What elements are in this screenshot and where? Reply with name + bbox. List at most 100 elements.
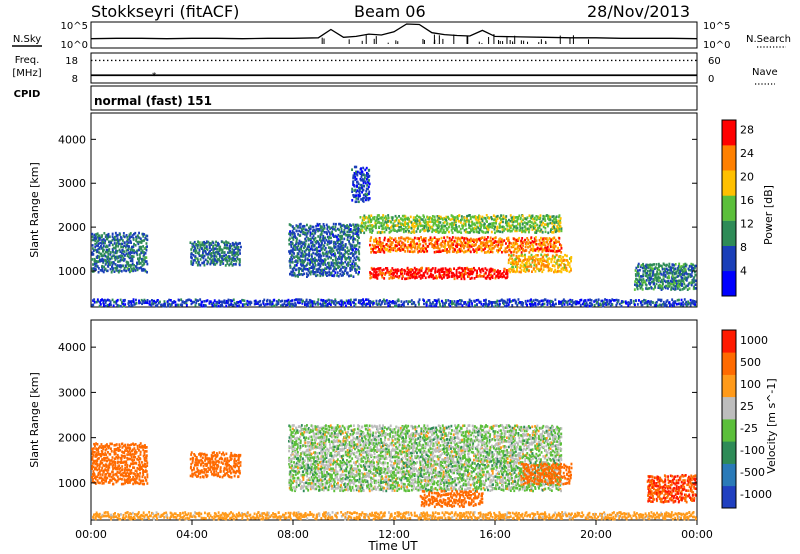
scatter-cell bbox=[658, 264, 661, 268]
scatter-cell bbox=[450, 238, 453, 241]
scatter-cell bbox=[567, 299, 570, 303]
scatter-cell bbox=[328, 267, 331, 271]
scatter-cell bbox=[464, 301, 467, 304]
scatter-cell bbox=[392, 222, 395, 226]
scatter-cell bbox=[565, 267, 568, 270]
scatter-cell bbox=[93, 236, 96, 239]
scatter-cell bbox=[659, 264, 662, 267]
scatter-cell bbox=[414, 276, 416, 280]
scatter-cell bbox=[524, 228, 527, 231]
scatter-cell bbox=[529, 245, 532, 248]
scatter-cell bbox=[104, 444, 107, 447]
scatter-cell bbox=[296, 248, 299, 251]
scatter-cell bbox=[360, 184, 363, 187]
scatter-cell bbox=[144, 299, 147, 303]
scatter-cell bbox=[294, 274, 297, 278]
scatter-cell bbox=[461, 273, 464, 276]
scatter-cell bbox=[323, 227, 326, 230]
scatter-cell bbox=[409, 300, 411, 303]
scatter-cell bbox=[342, 271, 345, 275]
scatter-cell bbox=[353, 264, 356, 267]
scatter-cell bbox=[407, 222, 410, 225]
scatter-cell bbox=[266, 298, 269, 302]
scatter-cell bbox=[461, 304, 464, 307]
scatter-cell bbox=[231, 258, 234, 262]
scatter-cell bbox=[493, 218, 495, 221]
scatter-cell bbox=[467, 242, 469, 246]
scatter-cell bbox=[289, 249, 292, 253]
scatter-cell bbox=[537, 258, 539, 262]
scatter-cell bbox=[333, 235, 336, 238]
scatter-cell bbox=[91, 455, 94, 459]
scatter-cell bbox=[166, 300, 169, 303]
scatter-cell bbox=[315, 224, 318, 228]
scatter-cell bbox=[360, 178, 363, 182]
scatter-cell bbox=[581, 302, 584, 306]
scatter-cell bbox=[464, 224, 467, 227]
scatter-cell bbox=[116, 264, 119, 267]
scatter-cell bbox=[418, 239, 421, 243]
scatter-cell bbox=[503, 249, 506, 253]
scatter-cell bbox=[388, 277, 391, 280]
scatter-cell bbox=[211, 303, 214, 307]
scatter-cell bbox=[185, 299, 188, 303]
scatter-cell bbox=[424, 269, 427, 273]
scatter-cell bbox=[459, 299, 462, 302]
scatter-cell bbox=[364, 221, 367, 224]
scatter-cell bbox=[530, 225, 533, 228]
scatter-cell bbox=[324, 246, 327, 250]
scatter-cell bbox=[538, 262, 540, 266]
scatter-cell bbox=[492, 214, 495, 217]
freq-tick-bottom: 8 bbox=[72, 74, 78, 85]
scatter-cell bbox=[560, 244, 563, 247]
scatter-cell bbox=[524, 245, 527, 249]
scatter-cell bbox=[362, 184, 365, 188]
scatter-cell bbox=[518, 254, 520, 258]
scatter-cell bbox=[375, 218, 378, 222]
scatter-cell bbox=[319, 245, 321, 248]
scatter-cell bbox=[197, 243, 200, 246]
scatter-cell bbox=[686, 284, 689, 288]
scatter-cell bbox=[425, 267, 428, 271]
scatter-cell bbox=[323, 225, 326, 228]
scatter-cell bbox=[455, 241, 458, 245]
scatter-cell bbox=[131, 245, 133, 249]
scatter-cell bbox=[545, 223, 548, 226]
scatter-cell bbox=[123, 258, 126, 261]
scatter-cell bbox=[437, 246, 440, 250]
scatter-cell bbox=[512, 299, 514, 302]
scatter-cell bbox=[356, 264, 359, 268]
scatter-cell bbox=[344, 245, 347, 248]
scatter-cell bbox=[93, 233, 96, 237]
scatter-cell bbox=[407, 224, 410, 227]
scatter-cell bbox=[508, 243, 511, 246]
scatter-cell bbox=[99, 445, 101, 448]
scatter-cell bbox=[173, 300, 176, 303]
scatter-cell bbox=[531, 304, 534, 308]
scatter-cell bbox=[303, 241, 306, 244]
scatter-cell bbox=[410, 231, 413, 234]
scatter-cell bbox=[414, 273, 417, 276]
scatter-cell bbox=[546, 214, 548, 217]
scatter-cell bbox=[416, 214, 418, 218]
scatter-cell bbox=[197, 240, 199, 243]
scatter-cell bbox=[526, 258, 529, 261]
scatter-cell bbox=[515, 254, 518, 258]
scatter-cell bbox=[515, 251, 518, 254]
scatter-cell bbox=[421, 249, 424, 252]
scatter-cell bbox=[105, 250, 107, 254]
scatter-cell bbox=[135, 237, 138, 240]
scatter-cell bbox=[493, 241, 496, 244]
scatter-cell bbox=[326, 266, 329, 269]
scatter-cell bbox=[689, 304, 692, 307]
scatter-cell bbox=[655, 273, 658, 276]
scatter-cell bbox=[421, 266, 423, 270]
scatter-cell bbox=[112, 267, 114, 270]
scatter-cell bbox=[336, 271, 339, 274]
scatter-cell bbox=[467, 241, 470, 244]
scatter-cell bbox=[381, 269, 384, 272]
scatter-cell bbox=[649, 265, 651, 269]
scatter-cell bbox=[326, 254, 329, 258]
scatter-cell bbox=[524, 225, 527, 228]
scatter-cell bbox=[239, 300, 242, 303]
